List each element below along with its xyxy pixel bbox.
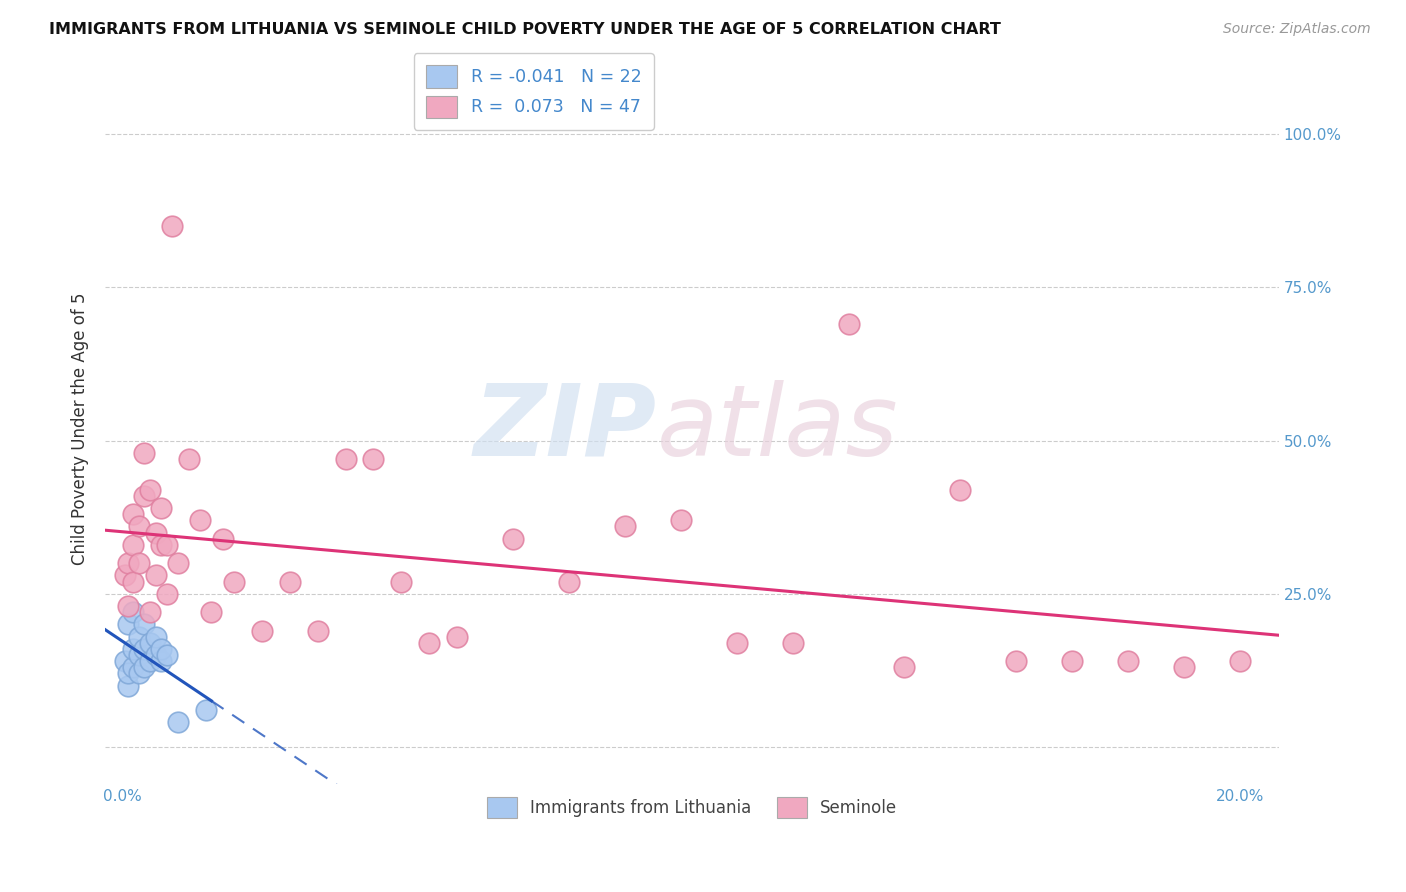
Point: [614, 519, 637, 533]
Point: [134, 617, 156, 632]
Point: [838, 317, 860, 331]
Point: [117, 617, 139, 632]
Legend: Immigrants from Lithuania, Seminole: Immigrants from Lithuania, Seminole: [481, 790, 904, 825]
Point: [391, 574, 413, 589]
Point: [725, 636, 748, 650]
Point: [949, 483, 972, 497]
Point: [139, 654, 162, 668]
Point: [128, 556, 150, 570]
Text: IMMIGRANTS FROM LITHUANIA VS SEMINOLE CHILD POVERTY UNDER THE AGE OF 5 CORRELATI: IMMIGRANTS FROM LITHUANIA VS SEMINOLE CH…: [49, 22, 1001, 37]
Point: [122, 660, 145, 674]
Point: [188, 513, 211, 527]
Point: [122, 507, 145, 521]
Point: [122, 574, 145, 589]
Point: [200, 605, 222, 619]
Y-axis label: Child Poverty Under the Age of 5: Child Poverty Under the Age of 5: [72, 292, 89, 565]
Point: [558, 574, 581, 589]
Point: [139, 605, 162, 619]
Text: Source: ZipAtlas.com: Source: ZipAtlas.com: [1223, 22, 1371, 37]
Point: [117, 679, 139, 693]
Point: [145, 648, 167, 662]
Point: [145, 525, 167, 540]
Point: [114, 568, 136, 582]
Point: [167, 715, 190, 730]
Point: [278, 574, 301, 589]
Point: [782, 636, 804, 650]
Point: [150, 654, 173, 668]
Point: [122, 605, 145, 619]
Point: [502, 532, 524, 546]
Point: [222, 574, 245, 589]
Point: [122, 642, 145, 657]
Point: [128, 648, 150, 662]
Text: ZIP: ZIP: [474, 380, 657, 477]
Point: [128, 519, 150, 533]
Point: [418, 636, 440, 650]
Point: [1173, 660, 1195, 674]
Point: [1116, 654, 1139, 668]
Point: [139, 636, 162, 650]
Point: [128, 630, 150, 644]
Point: [177, 452, 200, 467]
Point: [117, 556, 139, 570]
Text: atlas: atlas: [657, 380, 898, 477]
Point: [307, 624, 329, 638]
Point: [250, 624, 273, 638]
Point: [669, 513, 692, 527]
Point: [114, 654, 136, 668]
Point: [134, 642, 156, 657]
Point: [117, 599, 139, 613]
Point: [145, 630, 167, 644]
Point: [150, 642, 173, 657]
Point: [1229, 654, 1251, 668]
Point: [134, 489, 156, 503]
Point: [194, 703, 217, 717]
Point: [134, 660, 156, 674]
Point: [156, 587, 179, 601]
Point: [145, 568, 167, 582]
Point: [893, 660, 915, 674]
Point: [162, 219, 184, 234]
Point: [335, 452, 357, 467]
Point: [156, 648, 179, 662]
Point: [1062, 654, 1084, 668]
Point: [156, 538, 179, 552]
Point: [128, 666, 150, 681]
Point: [167, 556, 190, 570]
Point: [134, 446, 156, 460]
Point: [117, 666, 139, 681]
Point: [150, 501, 173, 516]
Point: [446, 630, 468, 644]
Point: [211, 532, 233, 546]
Point: [1005, 654, 1028, 668]
Point: [122, 538, 145, 552]
Point: [363, 452, 385, 467]
Point: [139, 483, 162, 497]
Point: [150, 538, 173, 552]
